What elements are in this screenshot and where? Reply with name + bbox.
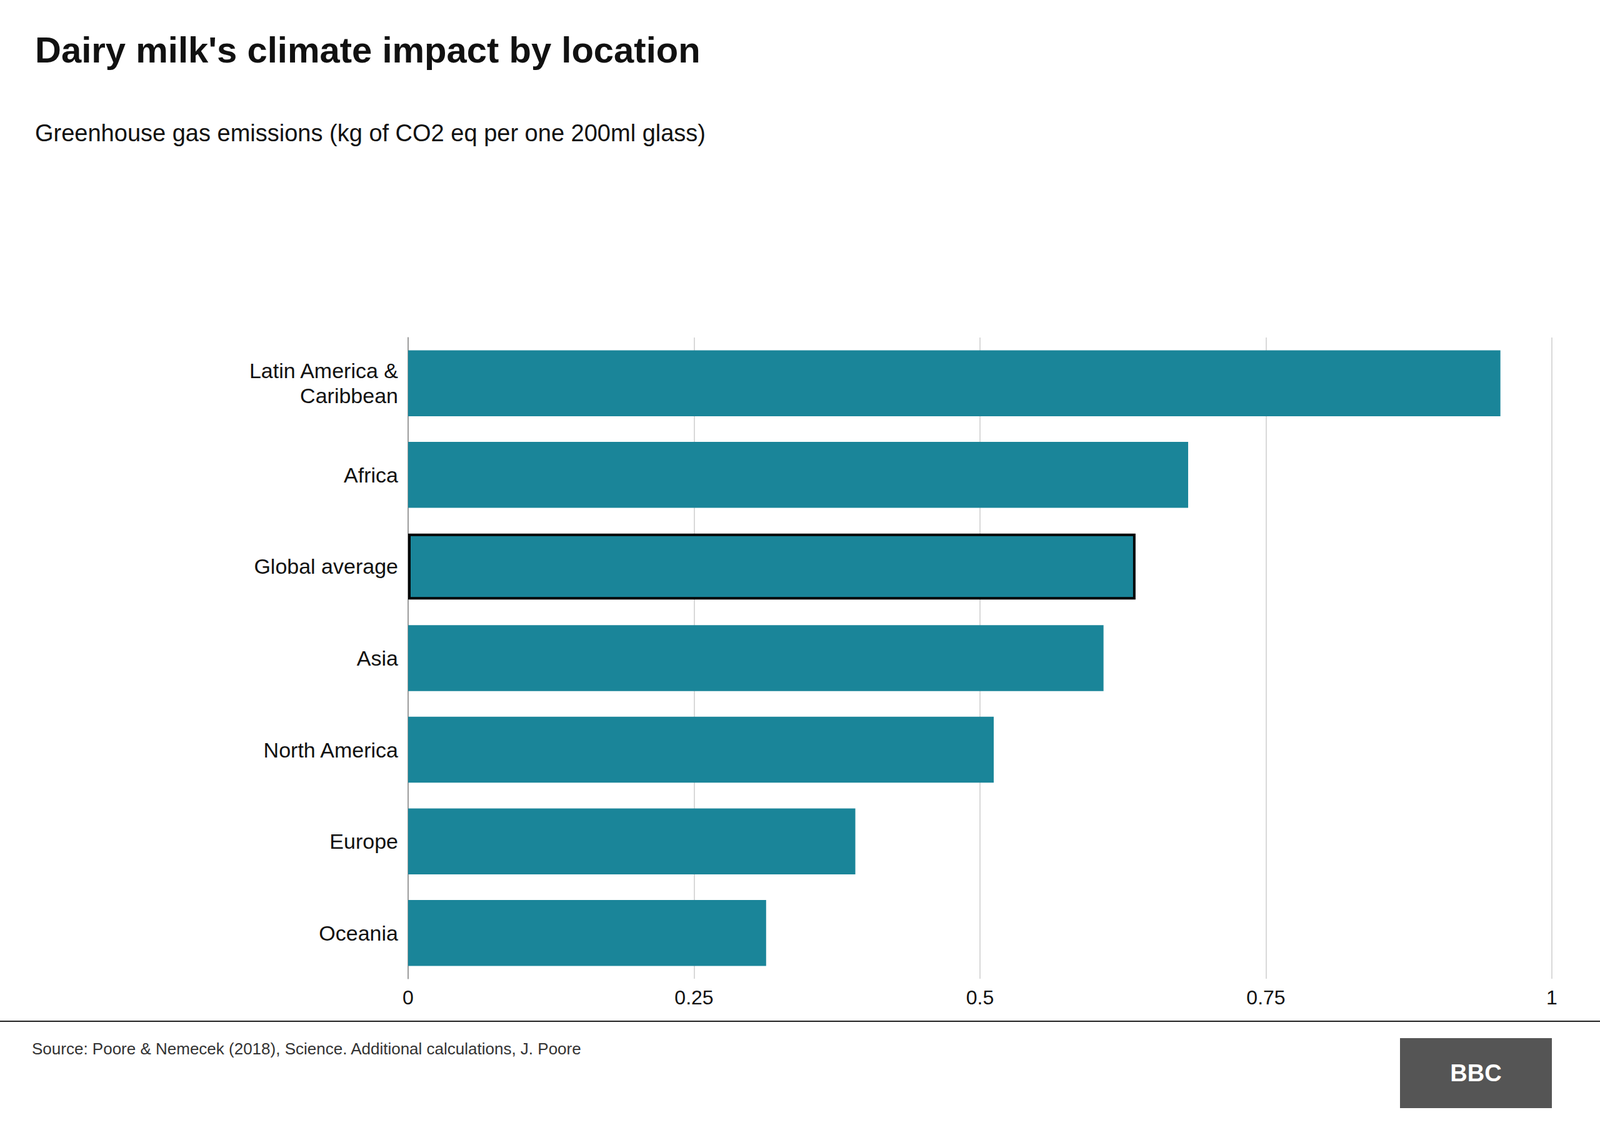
svg-text:Greenhouse gas emissions (kg o: Greenhouse gas emissions (kg of CO2 eq p… (35, 120, 706, 147)
svg-text:Dairy milk's climate impact by: Dairy milk's climate impact by location (35, 29, 701, 70)
svg-text:Latin America &: Latin America & (249, 358, 399, 383)
svg-text:0.5: 0.5 (966, 986, 994, 1009)
svg-text:BBC: BBC (1450, 1060, 1502, 1087)
svg-text:Caribbean: Caribbean (300, 383, 399, 408)
svg-text:Europe: Europe (329, 829, 399, 854)
svg-text:0.75: 0.75 (1246, 986, 1285, 1009)
svg-text:0: 0 (402, 986, 414, 1009)
svg-text:North America: North America (263, 738, 399, 762)
svg-text:Source: Poore & Nemecek (2018): Source: Poore & Nemecek (2018), Science.… (31, 1039, 582, 1059)
svg-text:1: 1 (1546, 986, 1558, 1009)
svg-text:Africa: Africa (343, 463, 399, 487)
svg-text:Oceania: Oceania (318, 921, 399, 945)
svg-text:Global average: Global average (253, 554, 399, 579)
svg-text:0.25: 0.25 (674, 986, 714, 1009)
svg-text:Asia: Asia (356, 646, 399, 670)
